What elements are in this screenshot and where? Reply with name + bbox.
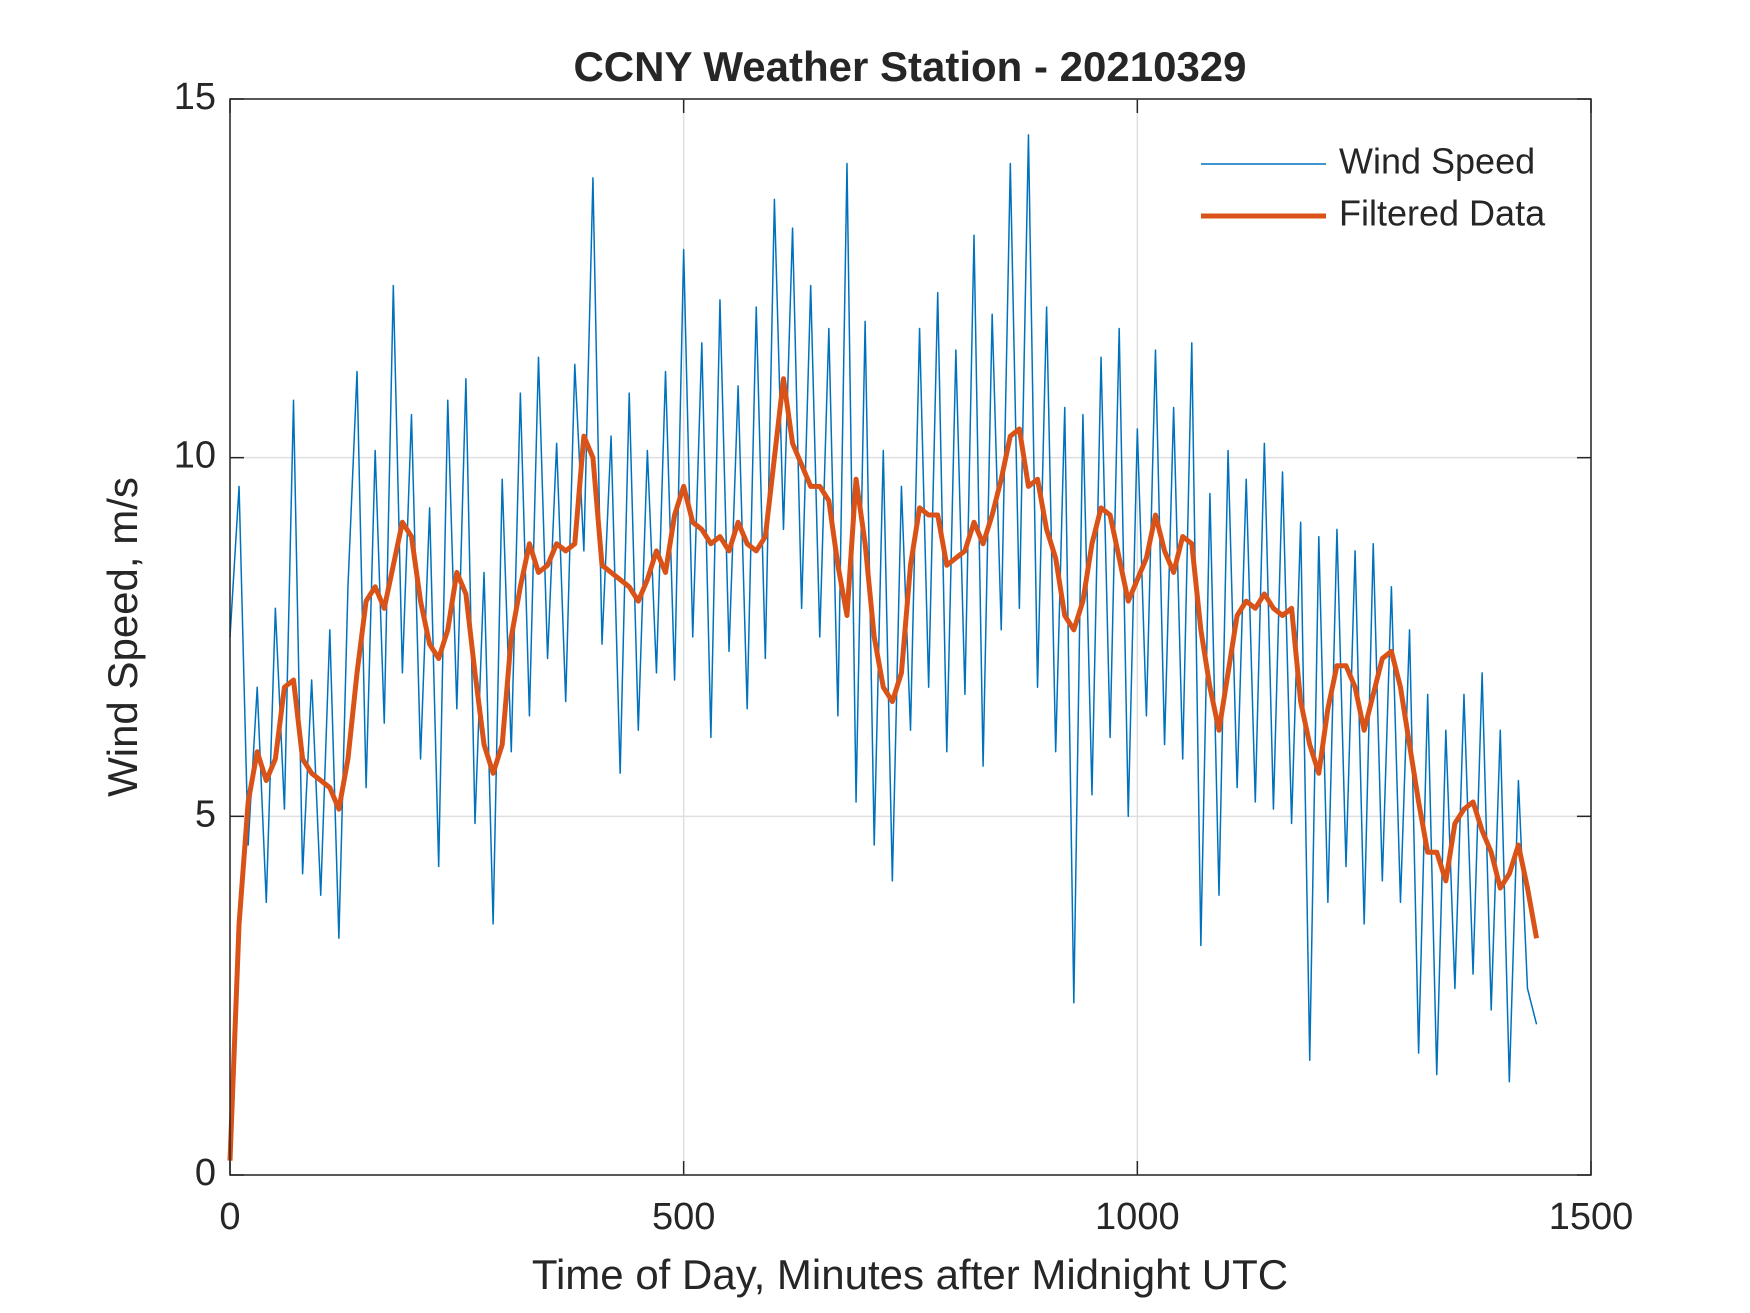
- x-tick-label: 1000: [1095, 1196, 1180, 1238]
- y-axis-label: Wind Speed, m/s: [99, 477, 146, 797]
- y-tick-label: 15: [174, 76, 216, 118]
- chart-title: CCNY Weather Station - 20210329: [573, 43, 1246, 90]
- plot-frame: [229, 98, 1592, 1176]
- y-tick-label: 5: [195, 793, 216, 835]
- x-tick-label: 500: [652, 1196, 715, 1238]
- data-line: [227, 376, 1540, 1161]
- data-line: [229, 134, 1538, 1083]
- y-tick-label: 10: [174, 435, 216, 477]
- legend-label: Filtered Data: [1339, 193, 1546, 234]
- x-tick-label: 1500: [1549, 1196, 1634, 1238]
- y-tick-label: 0: [195, 1152, 216, 1194]
- legend-label: Wind Speed: [1339, 141, 1535, 182]
- x-tick-label: 0: [219, 1196, 240, 1238]
- x-axis-label: Time of Day, Minutes after Midnight UTC: [532, 1251, 1288, 1298]
